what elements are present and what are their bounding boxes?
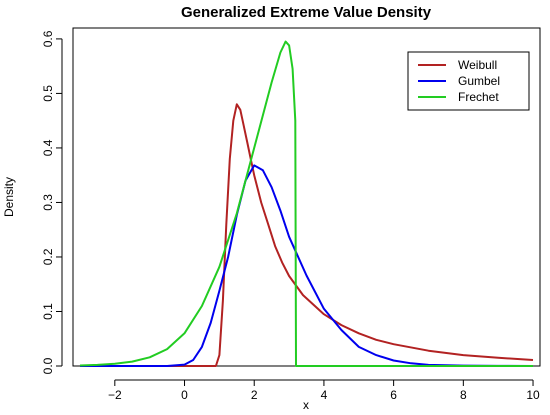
y-tick-label: 0.6 [41, 30, 55, 47]
chart-title: Generalized Extreme Value Density [181, 4, 432, 21]
x-axis-label: x [303, 398, 309, 412]
y-tick-label: 0.0 [41, 357, 55, 374]
y-tick-label: 0.1 [41, 303, 55, 320]
y-axis-label: Density [2, 177, 16, 217]
y-tick-label: 0.4 [41, 139, 55, 156]
y-axis: 0.0 0.1 0.2 0.3 0.4 0.5 0.6 [41, 30, 63, 374]
series-layer [79, 40, 534, 367]
x-tick-label: 10 [526, 388, 540, 402]
series-line-gumbel [80, 164, 534, 367]
legend-label-frechet: Frechet [458, 90, 499, 104]
legend-label-weibull: Weibull [458, 58, 497, 72]
y-tick-label: 0.5 [41, 85, 55, 102]
y-tick-label: 0.2 [41, 248, 55, 265]
x-tick-label: −2 [108, 388, 122, 402]
x-tick-label: 6 [390, 388, 397, 402]
legend: Weibull Gumbel Frechet [407, 51, 530, 111]
legend-label-gumbel: Gumbel [458, 74, 500, 88]
x-tick-label: 4 [321, 388, 328, 402]
series-line-weibull [80, 103, 534, 367]
y-tick-label: 0.3 [41, 194, 55, 211]
x-tick-label: 2 [251, 388, 258, 402]
series-line-frechet [79, 40, 533, 367]
x-tick-label: 8 [460, 388, 467, 402]
x-tick-label: 0 [181, 388, 188, 402]
x-axis: −2 0 2 4 6 8 10 [108, 379, 540, 402]
